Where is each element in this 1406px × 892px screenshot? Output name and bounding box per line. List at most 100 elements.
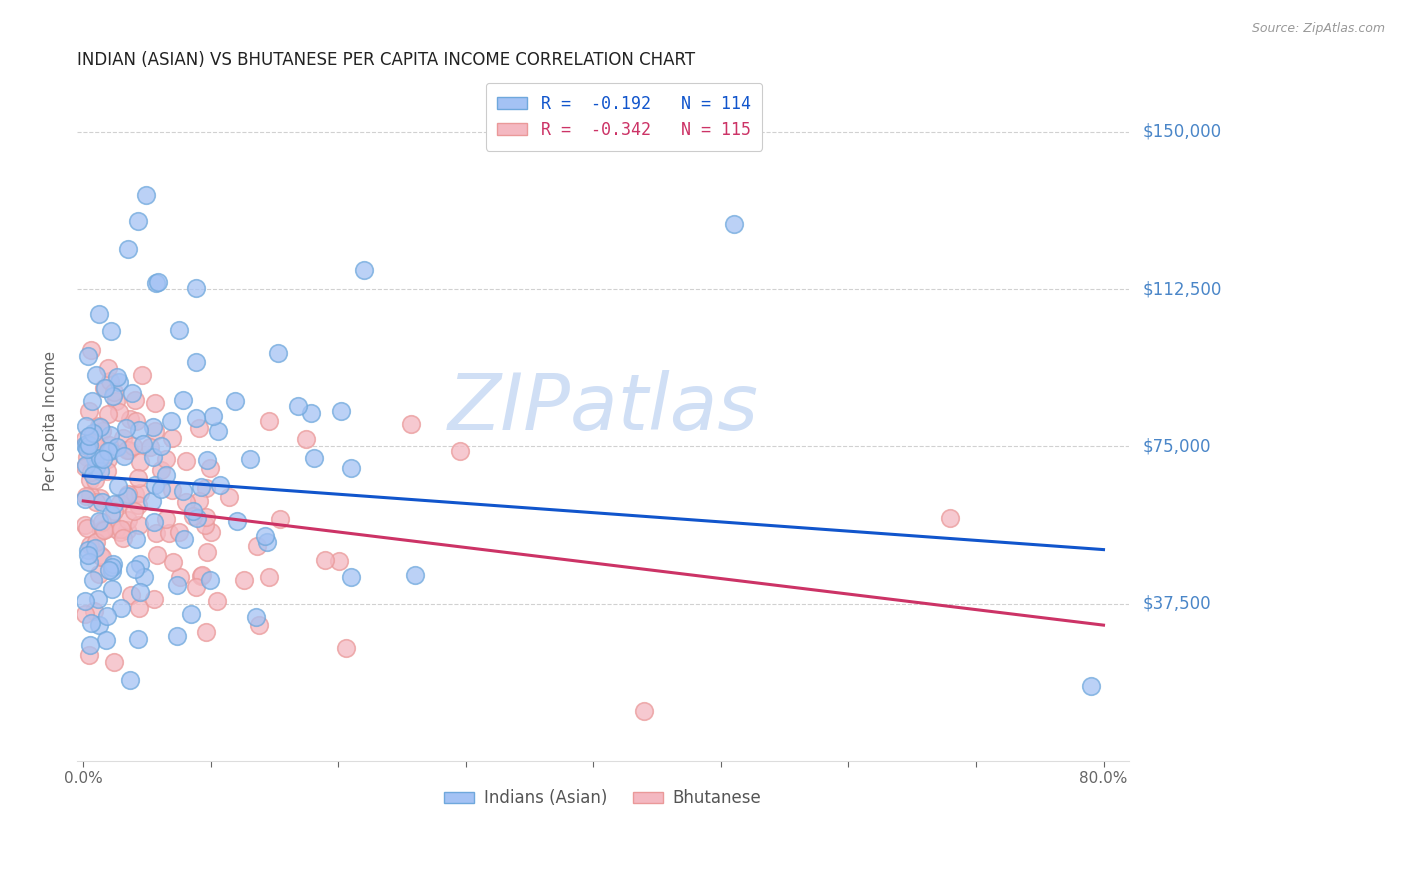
Point — [129, 485, 152, 500]
Point — [100, 564, 122, 578]
Point — [121, 385, 143, 400]
Point — [190, 569, 212, 583]
Point — [294, 432, 316, 446]
Point — [124, 562, 146, 576]
Point — [166, 578, 188, 592]
Point — [96, 633, 118, 648]
Point — [247, 617, 270, 632]
Point — [110, 496, 132, 510]
Point — [173, 532, 195, 546]
Point — [299, 406, 322, 420]
Point — [90, 516, 112, 530]
Point — [80, 616, 103, 631]
Point — [82, 574, 104, 588]
Point — [127, 471, 149, 485]
Point — [330, 404, 353, 418]
Point — [89, 567, 111, 582]
Point — [155, 512, 177, 526]
Point — [404, 567, 426, 582]
Point — [84, 474, 107, 488]
Point — [73, 460, 96, 475]
Point — [218, 490, 240, 504]
Point — [76, 542, 98, 557]
Point — [195, 453, 218, 467]
Point — [195, 509, 218, 524]
Point — [314, 553, 336, 567]
Point — [83, 439, 105, 453]
Point — [146, 275, 169, 289]
Point — [89, 450, 111, 465]
Point — [108, 376, 131, 390]
Point — [97, 407, 120, 421]
Point — [232, 573, 254, 587]
Point — [181, 509, 204, 524]
Point — [208, 478, 231, 492]
Point — [132, 436, 155, 450]
Point — [117, 242, 139, 256]
Point — [194, 481, 217, 495]
Point — [83, 541, 105, 555]
Point — [187, 420, 209, 434]
Point — [267, 345, 290, 359]
Point — [76, 520, 98, 534]
Point — [120, 411, 142, 425]
Point — [101, 582, 124, 597]
Point — [172, 484, 194, 499]
Point — [169, 570, 191, 584]
Point — [77, 548, 100, 562]
Point — [89, 491, 111, 505]
Point — [257, 570, 280, 584]
Point — [103, 504, 125, 518]
Point — [86, 592, 108, 607]
Point — [76, 450, 98, 464]
Point — [143, 424, 166, 438]
Point — [184, 411, 207, 425]
Point — [75, 458, 97, 473]
Point — [103, 497, 125, 511]
Point — [75, 419, 97, 434]
Point — [205, 594, 228, 608]
Point — [269, 512, 291, 526]
Point — [77, 648, 100, 663]
Text: $37,500: $37,500 — [1143, 595, 1212, 613]
Point — [198, 574, 221, 588]
Point — [186, 281, 208, 295]
Point — [73, 438, 96, 452]
Point — [103, 389, 125, 403]
Point — [97, 444, 120, 458]
Text: $112,500: $112,500 — [1143, 280, 1222, 298]
Point — [77, 403, 100, 417]
Point — [167, 323, 190, 337]
Point — [107, 479, 129, 493]
Point — [87, 307, 110, 321]
Point — [287, 399, 309, 413]
Point — [195, 545, 218, 559]
Point — [145, 526, 167, 541]
Point — [193, 518, 215, 533]
Point — [105, 440, 128, 454]
Point — [79, 538, 101, 552]
Point — [245, 539, 267, 553]
Point — [111, 431, 134, 445]
Point — [83, 451, 105, 466]
Point — [339, 570, 361, 584]
Point — [124, 486, 146, 500]
Point — [340, 460, 363, 475]
Point — [93, 523, 115, 537]
Point — [121, 439, 143, 453]
Point — [103, 655, 125, 669]
Point — [150, 463, 173, 477]
Point — [73, 607, 96, 622]
Point — [96, 609, 118, 624]
Point — [118, 673, 141, 688]
Point — [167, 524, 190, 539]
Point — [91, 452, 114, 467]
Text: $75,000: $75,000 — [1143, 437, 1212, 456]
Point — [73, 432, 96, 446]
Point — [117, 514, 139, 528]
Point — [91, 425, 114, 439]
Point — [77, 438, 100, 452]
Point — [84, 368, 107, 383]
Point — [80, 465, 103, 479]
Point — [142, 515, 165, 529]
